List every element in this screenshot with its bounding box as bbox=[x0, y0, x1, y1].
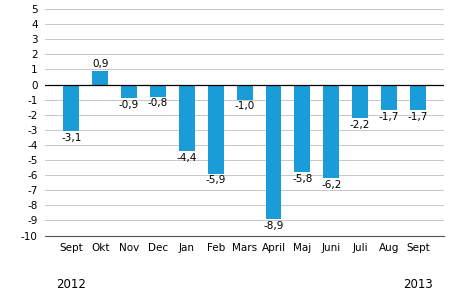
Bar bbox=[121, 85, 137, 98]
Text: 2013: 2013 bbox=[403, 278, 433, 291]
Text: -0,9: -0,9 bbox=[119, 100, 139, 110]
Bar bbox=[92, 71, 108, 85]
Text: -2,2: -2,2 bbox=[350, 120, 370, 130]
Bar bbox=[179, 85, 195, 151]
Text: -1,7: -1,7 bbox=[408, 112, 428, 122]
Text: -8,9: -8,9 bbox=[263, 221, 284, 231]
Text: 0,9: 0,9 bbox=[92, 59, 108, 69]
Text: -4,4: -4,4 bbox=[177, 153, 197, 163]
Bar bbox=[63, 85, 79, 131]
Text: -1,0: -1,0 bbox=[235, 101, 255, 111]
Text: -1,7: -1,7 bbox=[379, 112, 399, 122]
Bar bbox=[381, 85, 397, 110]
Bar bbox=[236, 85, 253, 100]
Bar bbox=[208, 85, 224, 174]
Bar bbox=[352, 85, 368, 118]
Bar bbox=[150, 85, 166, 97]
Bar bbox=[294, 85, 310, 172]
Text: 2012: 2012 bbox=[57, 278, 87, 291]
Text: -5,9: -5,9 bbox=[206, 175, 226, 185]
Bar bbox=[410, 85, 426, 110]
Bar bbox=[265, 85, 281, 219]
Bar bbox=[323, 85, 339, 178]
Text: -5,8: -5,8 bbox=[292, 174, 313, 184]
Text: -6,2: -6,2 bbox=[321, 180, 342, 190]
Text: -3,1: -3,1 bbox=[61, 133, 82, 143]
Text: -0,8: -0,8 bbox=[148, 98, 168, 108]
